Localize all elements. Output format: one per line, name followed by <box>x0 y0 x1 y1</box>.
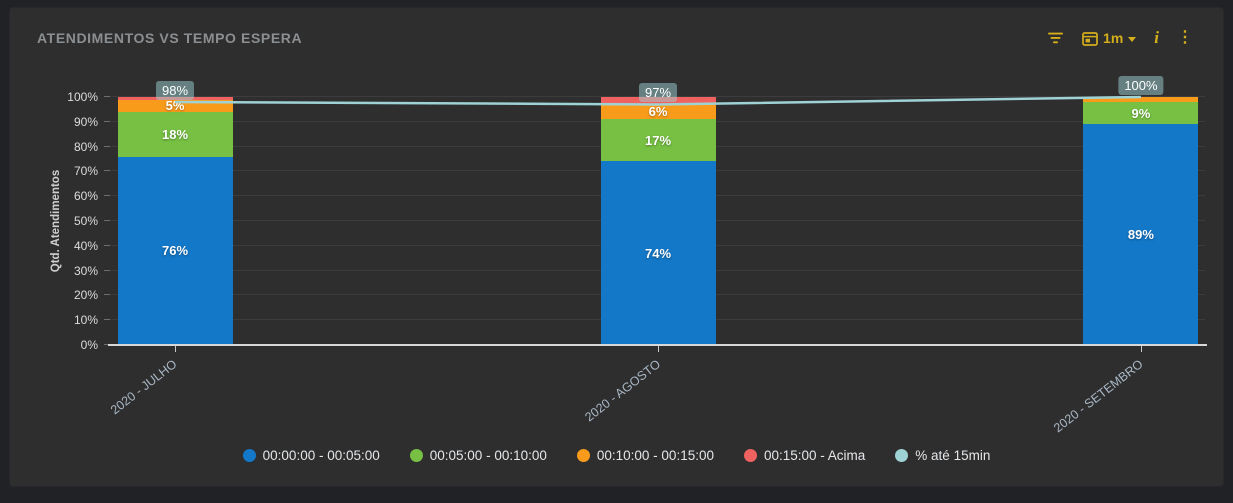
legend-item[interactable]: 00:00:00 - 00:05:00 <box>242 448 380 463</box>
y-axis-tick <box>104 170 110 172</box>
x-axis-tick <box>175 346 177 352</box>
calendar-icon <box>1082 31 1098 46</box>
y-axis-tick-label: 60% <box>73 189 98 204</box>
bar-segment-label: 18% <box>162 126 189 142</box>
legend-item[interactable]: 00:05:00 - 00:10:00 <box>409 448 547 463</box>
x-axis-label: 2020 - AGOSTO <box>581 357 663 425</box>
date-range-button[interactable]: 1m <box>1082 30 1137 46</box>
y-axis-tick-label: 30% <box>73 263 98 278</box>
bar-segment-label: 89% <box>1127 227 1154 243</box>
y-axis-tick-label: 10% <box>73 313 98 328</box>
y-axis-tick <box>104 120 110 122</box>
y-axis-tick-label: 100% <box>67 90 98 104</box>
bar-segment[interactable]: 9% <box>1083 101 1199 125</box>
chart-title: ATENDIMENTOS VS TEMPO ESPERA <box>37 30 303 46</box>
x-axis-tick <box>658 346 660 352</box>
bar-segment-label: 74% <box>645 245 672 261</box>
bar-segment[interactable]: 74% <box>600 161 716 345</box>
line-value-label: 98% <box>156 80 195 100</box>
stacked-bar[interactable]: 74% 17% 6% <box>600 97 716 345</box>
stacked-bar[interactable]: 89% 9% <box>1083 97 1199 345</box>
bar-segment[interactable]: 18% <box>117 111 233 157</box>
y-axis-tick <box>104 145 110 147</box>
stacked-bar[interactable]: 76% 18% 5% <box>117 97 233 345</box>
x-axis-label: 2020 - SETEMBRO <box>1050 357 1146 436</box>
y-axis-tick-label: 20% <box>73 288 98 303</box>
bar-segment[interactable]: 89% <box>1083 124 1199 345</box>
menu-button[interactable]: ⋮ <box>1177 29 1193 46</box>
card-controls: 1m i ⋮ <box>1047 28 1193 47</box>
legend-item-label: 00:10:00 - 00:15:00 <box>596 448 714 463</box>
info-icon: i <box>1154 28 1159 47</box>
bar-segment[interactable]: 76% <box>117 156 233 345</box>
y-axis-tick <box>104 195 110 197</box>
line-value-label: 100% <box>1118 76 1164 95</box>
card-header: ATENDIMENTOS VS TEMPO ESPERA 1m <box>37 28 1193 47</box>
y-axis-tick-label: 0% <box>80 338 98 352</box>
y-axis-tick-label: 40% <box>73 238 98 253</box>
bar-segment-label: 76% <box>162 243 189 259</box>
legend-item-label: % até 15min <box>915 448 991 463</box>
chart-legend: 00:00:00 - 00:05:00 00:05:00 - 00:10:00 00… <box>10 448 1223 463</box>
legend-item-label: 00:05:00 - 00:10:00 <box>429 448 547 463</box>
legend-marker-icon <box>743 449 757 462</box>
legend-marker-icon <box>576 449 590 462</box>
bar-segment-label: 6% <box>648 104 668 120</box>
filter-button[interactable] <box>1047 32 1064 44</box>
bar-segment-label: 17% <box>645 132 672 148</box>
y-axis-tick <box>104 294 110 296</box>
legend-item-label: 00:00:00 - 00:05:00 <box>262 448 380 463</box>
bar-segment[interactable]: 17% <box>600 119 716 162</box>
filter-icon <box>1048 32 1064 44</box>
y-axis-tick-label: 90% <box>73 114 98 129</box>
line-value-label: 97% <box>639 83 678 103</box>
bar-segment[interactable]: 6% <box>600 104 716 120</box>
y-axis-tick <box>104 319 110 321</box>
legend-marker-icon <box>242 449 256 462</box>
legend-item[interactable]: % até 15min <box>895 448 990 463</box>
x-axis-tick <box>1140 346 1142 352</box>
legend-item[interactable]: 00:10:00 - 00:15:00 <box>576 448 714 463</box>
bar-segment-label: 9% <box>1131 105 1151 121</box>
legend-marker-icon <box>895 449 909 462</box>
y-axis-tick <box>104 220 110 221</box>
y-axis-title: Qtd. Atendimentos <box>50 169 62 273</box>
y-axis-tick-label: 50% <box>73 214 98 228</box>
x-axis-label: 2020 - JULHO <box>108 357 180 418</box>
date-range-label: 1m <box>1103 30 1124 46</box>
y-axis-tick <box>104 344 110 345</box>
plot-area: 0% 10% 20% 30% 40% 50% 60% 70% 80% 90% 100% 76% 18% 5… <box>67 76 1207 435</box>
y-axis-tick <box>104 269 110 271</box>
info-button[interactable]: i <box>1154 28 1159 47</box>
line-series <box>175 95 1141 106</box>
y-axis-tick-label: 80% <box>73 139 98 154</box>
y-axis-tick-label: 70% <box>73 164 98 179</box>
x-axis-line <box>108 344 1207 346</box>
legend-item[interactable]: 00:15:00 - Acima <box>743 448 866 463</box>
legend-marker-icon <box>409 449 423 462</box>
kebab-menu-icon: ⋮ <box>1177 29 1193 46</box>
chart-card: ATENDIMENTOS VS TEMPO ESPERA 1m <box>10 8 1223 486</box>
bar-segment[interactable] <box>1083 97 1199 102</box>
legend-item-label: 00:15:00 - Acima <box>763 448 866 463</box>
y-axis-tick <box>104 96 110 97</box>
y-axis-tick <box>104 244 110 246</box>
chevron-down-icon <box>1128 36 1137 42</box>
